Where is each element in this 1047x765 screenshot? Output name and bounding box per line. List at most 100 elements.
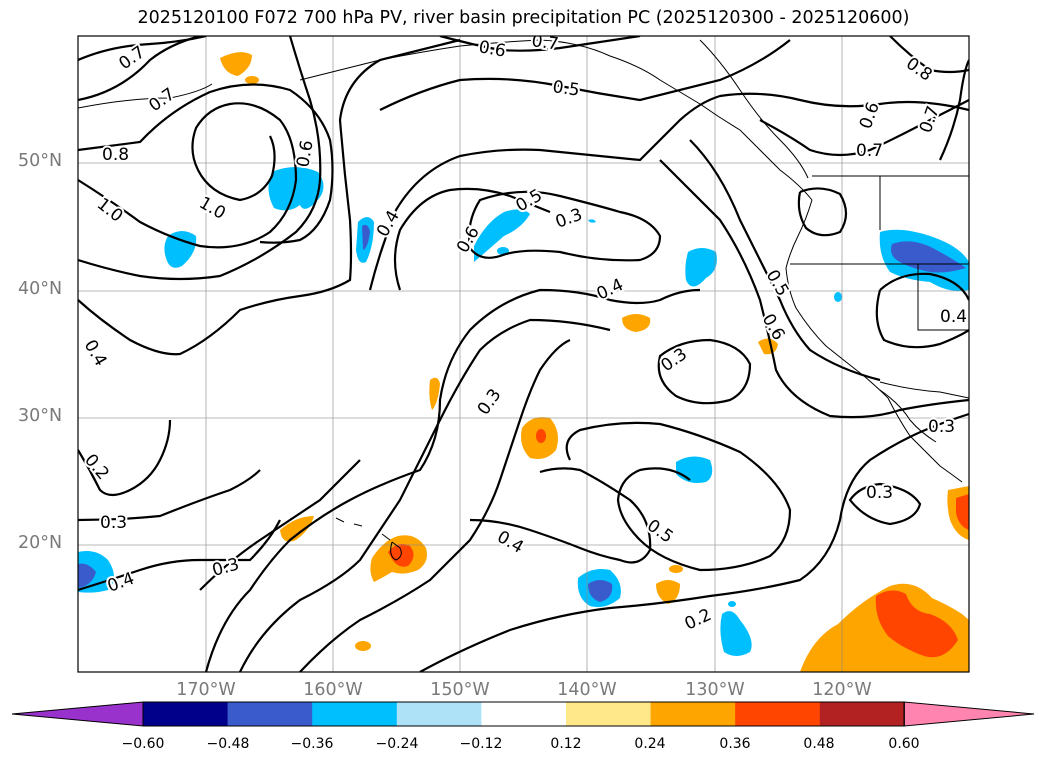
us-mexico-border <box>879 381 969 399</box>
contour-0.3-se <box>848 482 922 526</box>
contour-label: 0.3 <box>100 513 127 533</box>
shade-orange-small <box>245 76 259 84</box>
contour-0.2-west <box>78 419 172 497</box>
contour-0.4-west <box>78 38 461 356</box>
shade-blue-146w <box>474 209 530 262</box>
contour-1.0-a <box>78 102 298 249</box>
colorbar-tick-label: 0.48 <box>803 736 835 752</box>
shade-blue-133w <box>685 248 717 287</box>
shade-red-baja-south <box>875 590 958 658</box>
contour-label: 0.3 <box>928 417 955 437</box>
contour-0.4-east-loop <box>875 272 969 349</box>
contour-label: 0.3 <box>866 483 893 503</box>
lat-label-50n: 50°N <box>18 151 63 171</box>
colorbar-outline <box>142 701 905 727</box>
contour-0.8-west <box>78 83 334 244</box>
lon-label-160w: 160°W <box>303 680 363 700</box>
contour-0.2-south <box>419 412 969 672</box>
shade-blue-176w <box>164 231 197 268</box>
colorbar-tick-label: −0.60 <box>121 736 165 752</box>
colorbar-tick-label: −0.24 <box>375 736 419 752</box>
colorbar-segment <box>143 702 229 726</box>
shade-orange-139w <box>622 314 651 332</box>
contour-0.7-north <box>78 36 201 102</box>
contour-0.3-loop-mid <box>657 338 752 405</box>
lon-label-120w: 120°W <box>812 680 872 700</box>
lat-label-30n: 30°N <box>18 406 63 426</box>
contour-0.4-sw <box>78 519 281 592</box>
lat-label-40n: 40°N <box>18 279 63 299</box>
colorbar-segment <box>481 702 567 726</box>
contour-0.6-west <box>78 36 322 281</box>
colorbar-tick-label: 0.24 <box>634 736 666 752</box>
colorbar-arrow-left <box>11 701 144 727</box>
us-west-coast <box>785 199 963 483</box>
shade-orange-163w <box>280 516 314 542</box>
graticule <box>78 36 969 672</box>
colorbar-segment <box>819 702 905 726</box>
shade-orange-155w <box>429 377 440 410</box>
contour-0.5-south <box>565 421 792 572</box>
shade-orange-calcoast <box>758 338 778 355</box>
contour-0.7-east <box>759 99 969 157</box>
colorbar-segment <box>312 702 398 726</box>
shade-darkblue-180 <box>78 563 96 588</box>
contour-0.5-east <box>659 159 969 419</box>
colorbar-segment <box>227 702 313 726</box>
lon-label-140w: 140°W <box>557 680 617 700</box>
contour-0.6-east <box>689 139 881 382</box>
lat-label-20n: 20°N <box>18 533 63 553</box>
map-frame <box>77 35 970 673</box>
shade-red-144w <box>536 429 546 443</box>
colorbar-tick-label: −0.36 <box>290 736 334 752</box>
shade-orange-136w <box>656 580 680 604</box>
state-border-nv <box>879 176 969 331</box>
colorbar-segment <box>396 702 482 726</box>
hawaii-islands <box>335 517 402 561</box>
colorbar-tick-label: 0.36 <box>719 736 751 752</box>
colorbar-segments <box>11 701 1035 727</box>
shade-blue-131w <box>720 611 752 656</box>
contour-0.4-mid <box>204 288 701 672</box>
colorbar-tick-label: −0.12 <box>459 736 503 752</box>
shade-blue-nevada <box>834 292 842 302</box>
colorbar-tick-label: 0.12 <box>550 736 582 752</box>
contour-0.3-center <box>239 318 611 672</box>
contour-label: 0.7 <box>530 31 560 55</box>
contour-0.8-ne <box>889 36 969 74</box>
baja-coast <box>879 389 937 443</box>
shade-red-mexico <box>956 494 969 530</box>
colorbar-tick-label: −0.48 <box>206 736 250 752</box>
contour-label: 0.7 <box>856 141 883 161</box>
shade-orange-small-135w <box>669 565 683 573</box>
contour-0.4-ridge <box>368 92 969 291</box>
contour-0.3-west <box>78 469 261 522</box>
lon-label-170w: 170°W <box>176 680 236 700</box>
colorbar-arrow-right <box>903 701 1035 727</box>
bc-coast <box>699 39 809 179</box>
shade-darkblue-159w <box>362 224 370 250</box>
contour-0.6-gulf <box>439 36 641 52</box>
colorbar-segment <box>650 702 736 726</box>
contour-0.3-sw <box>199 459 361 591</box>
contour-0.4-south <box>469 467 652 564</box>
alaska-coast <box>78 39 813 201</box>
lon-label-130w: 130°W <box>685 680 745 700</box>
map-title: 2025120100 F072 700 hPa PV, river basin … <box>137 8 910 28</box>
contour-east-loop <box>797 187 848 237</box>
contour-0.5-alaska-gulf <box>379 39 791 111</box>
shade-orange-aleutian <box>220 52 252 76</box>
shade-blue-westcoast-pt <box>588 219 596 223</box>
contour-0.3-south-sea <box>299 338 571 672</box>
pv-contours <box>78 36 969 672</box>
shade-blue-small-131w <box>728 601 736 607</box>
colorbar-tick-label: 0.60 <box>888 736 920 752</box>
contour-label: 0.4 <box>940 307 967 327</box>
lon-label-150w: 150°W <box>430 680 490 700</box>
coastlines <box>78 39 969 561</box>
shade-darkblue-great-basin <box>891 241 966 273</box>
contour-0.3-bubble <box>468 190 662 262</box>
shade-darkblue-139w <box>588 580 613 602</box>
